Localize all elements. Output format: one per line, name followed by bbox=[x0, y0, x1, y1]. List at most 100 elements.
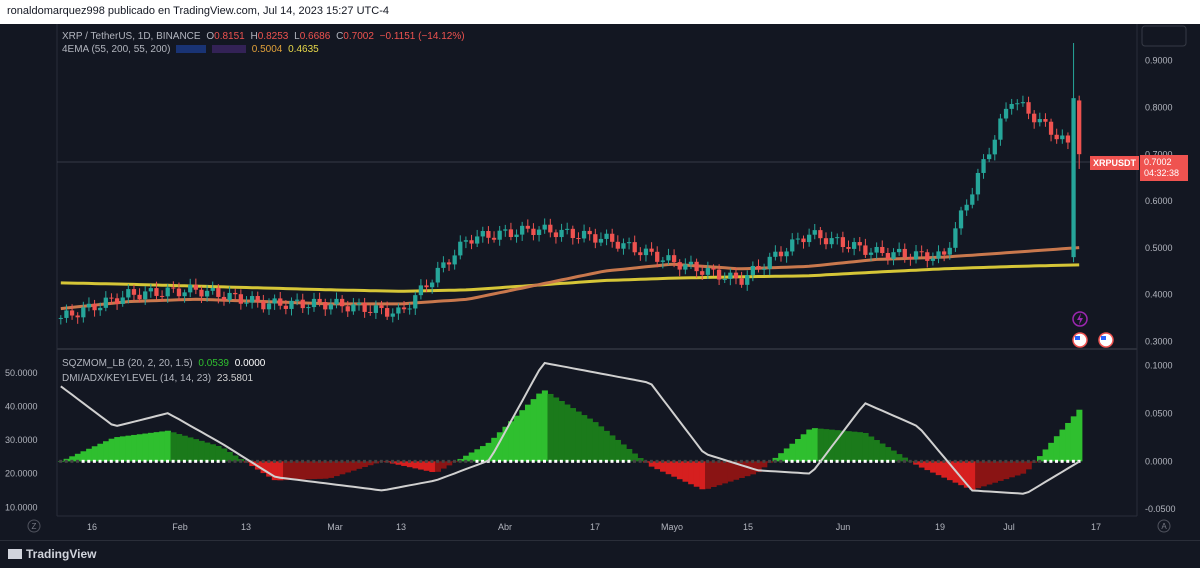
mom-bar-11 bbox=[119, 436, 126, 462]
candle-body-142 bbox=[857, 242, 862, 246]
candle-body-39 bbox=[278, 298, 283, 306]
squeeze-dot-42 bbox=[295, 459, 299, 463]
axis-settings-box[interactable] bbox=[1141, 25, 1187, 47]
zoom-z-button[interactable]: Z bbox=[27, 519, 41, 533]
dmi-name[interactable]: DMI/ADX/KEYLEVEL (14, 14, 23) bbox=[62, 373, 212, 384]
candle-body-115 bbox=[705, 268, 710, 275]
sqz-value-1: 0.0539 bbox=[198, 358, 229, 369]
candle-body-98 bbox=[610, 233, 615, 242]
mom-bar-143 bbox=[862, 432, 869, 462]
candle-body-18 bbox=[159, 295, 165, 297]
squeeze-dot-1 bbox=[64, 459, 68, 463]
squeeze-dot-16 bbox=[149, 459, 153, 463]
us-flag-icon-2[interactable] bbox=[1098, 332, 1114, 348]
mom-bar-163 bbox=[975, 461, 982, 489]
chart-canvas[interactable]: 0.9000 0.8000 0.7000 0.6000 0.5000 0.4000 0.30… bbox=[0, 24, 1200, 540]
mom-bar-109 bbox=[671, 461, 678, 477]
mom-bar-128 bbox=[778, 453, 785, 462]
squeeze-dot-134 bbox=[813, 459, 817, 463]
mom-bar-100 bbox=[620, 444, 627, 462]
candle-body-30 bbox=[227, 292, 232, 301]
squeeze-dot-172 bbox=[1026, 459, 1030, 463]
mom-bar-15 bbox=[142, 433, 149, 462]
candle-body-70 bbox=[452, 255, 457, 265]
candles bbox=[58, 42, 1082, 325]
flash-icon[interactable] bbox=[1072, 311, 1088, 327]
brand-text: TradingView bbox=[26, 547, 97, 561]
squeeze-dot-124 bbox=[756, 459, 760, 463]
squeeze-dot-78 bbox=[497, 459, 501, 463]
mom-bar-13 bbox=[131, 434, 138, 462]
mom-bar-114 bbox=[699, 461, 706, 490]
squeeze-dot-131 bbox=[796, 459, 800, 463]
candle-body-40 bbox=[283, 305, 289, 309]
price-pane[interactable] bbox=[57, 28, 1137, 346]
candle-body-28 bbox=[216, 287, 221, 297]
ema-name[interactable]: 4EMA (55, 200, 55, 200) bbox=[62, 44, 171, 55]
candle-body-2 bbox=[69, 310, 75, 316]
price-tag-box: 0.7002 04:32:38 bbox=[1140, 155, 1188, 181]
mom-bar-44 bbox=[305, 461, 312, 480]
candle-body-118 bbox=[722, 278, 727, 280]
squeeze-dot-136 bbox=[824, 459, 828, 463]
squeeze-dot-123 bbox=[751, 459, 755, 463]
price-axis[interactable]: 0.9000 0.8000 0.7000 0.6000 0.5000 0.4000 0.30… bbox=[1145, 56, 1173, 347]
squeeze-dot-59 bbox=[391, 459, 395, 463]
candle-body-84 bbox=[531, 228, 536, 236]
squeeze-dot-116 bbox=[711, 459, 715, 463]
mom-bar-131 bbox=[795, 439, 802, 462]
candle-body-7 bbox=[98, 307, 103, 311]
sqz-name[interactable]: SQZMOM_LB (20, 2, 20, 1.5) bbox=[62, 358, 193, 369]
mom-bar-77 bbox=[491, 437, 498, 462]
squeeze-dot-72 bbox=[464, 459, 468, 463]
auto-scale-button[interactable]: A bbox=[1157, 519, 1171, 533]
mom-bar-27 bbox=[209, 444, 216, 462]
time-tick-6: 17 bbox=[590, 522, 600, 532]
mom-bar-161 bbox=[963, 461, 970, 488]
squeeze-dot-65 bbox=[424, 459, 428, 463]
symbol-title[interactable]: XRP / TetherUS, 1D, BINANCE bbox=[62, 31, 201, 42]
squeeze-dot-38 bbox=[272, 459, 276, 463]
candle-body-147 bbox=[885, 253, 891, 259]
squeeze-dot-93 bbox=[582, 459, 586, 463]
squeeze-dot-64 bbox=[419, 459, 423, 463]
mom-bar-147 bbox=[885, 447, 892, 462]
mom-bar-108 bbox=[665, 461, 672, 475]
mom-bar-4 bbox=[80, 451, 87, 462]
mom-bar-125 bbox=[761, 461, 768, 468]
mom-bar-119 bbox=[727, 461, 734, 482]
squeeze-dot-56 bbox=[374, 459, 378, 463]
mom-bar-66 bbox=[429, 461, 436, 472]
mom-bar-144 bbox=[868, 436, 875, 462]
squeeze-dot-7 bbox=[98, 459, 102, 463]
tradingview-logo[interactable]: TradingView bbox=[8, 547, 96, 561]
squeeze-dot-138 bbox=[835, 459, 839, 463]
mom-bar-165 bbox=[986, 461, 993, 485]
mom-bar-37 bbox=[266, 461, 273, 477]
candle-body-24 bbox=[193, 284, 198, 290]
us-flag-icon[interactable] bbox=[1072, 332, 1088, 348]
sqz-legend: SQZMOM_LB (20, 2, 20, 1.5) 0.0539 0.0000 bbox=[62, 358, 268, 369]
price-tag: XRPUSDT bbox=[1090, 156, 1140, 180]
candle-body-55 bbox=[368, 311, 373, 313]
candle-body-102 bbox=[632, 242, 637, 253]
mom-bar-103 bbox=[637, 458, 644, 462]
candle-body-75 bbox=[480, 231, 485, 237]
time-tick-11: Jul bbox=[1003, 522, 1015, 532]
squeeze-dot-132 bbox=[801, 459, 805, 463]
adx-axis[interactable]: 50.0000 40.0000 30.0000 20.0000 10.0000 bbox=[5, 368, 38, 512]
squeeze-dot-164 bbox=[981, 459, 985, 463]
mom-bar-127 bbox=[772, 457, 779, 462]
squeeze-dot-120 bbox=[734, 459, 738, 463]
candle-body-128 bbox=[778, 251, 784, 257]
candle-body-82 bbox=[520, 225, 525, 235]
mom-bar-111 bbox=[682, 461, 689, 482]
squeeze-dot-147 bbox=[886, 459, 890, 463]
momentum-axis[interactable]: 0.1000 0.0500 0.0000 -0.0500 bbox=[1145, 361, 1176, 515]
candle-body-116 bbox=[711, 268, 716, 270]
mom-bar-175 bbox=[1042, 449, 1049, 462]
squeeze-dot-111 bbox=[683, 459, 687, 463]
squeeze-dot-35 bbox=[256, 459, 260, 463]
time-axis[interactable]: 16 Feb 13 Mar 13 Abr 17 Mayo 15 Jun 19 Jul 17 bbox=[87, 522, 1101, 532]
mom-bar-6 bbox=[91, 446, 98, 462]
